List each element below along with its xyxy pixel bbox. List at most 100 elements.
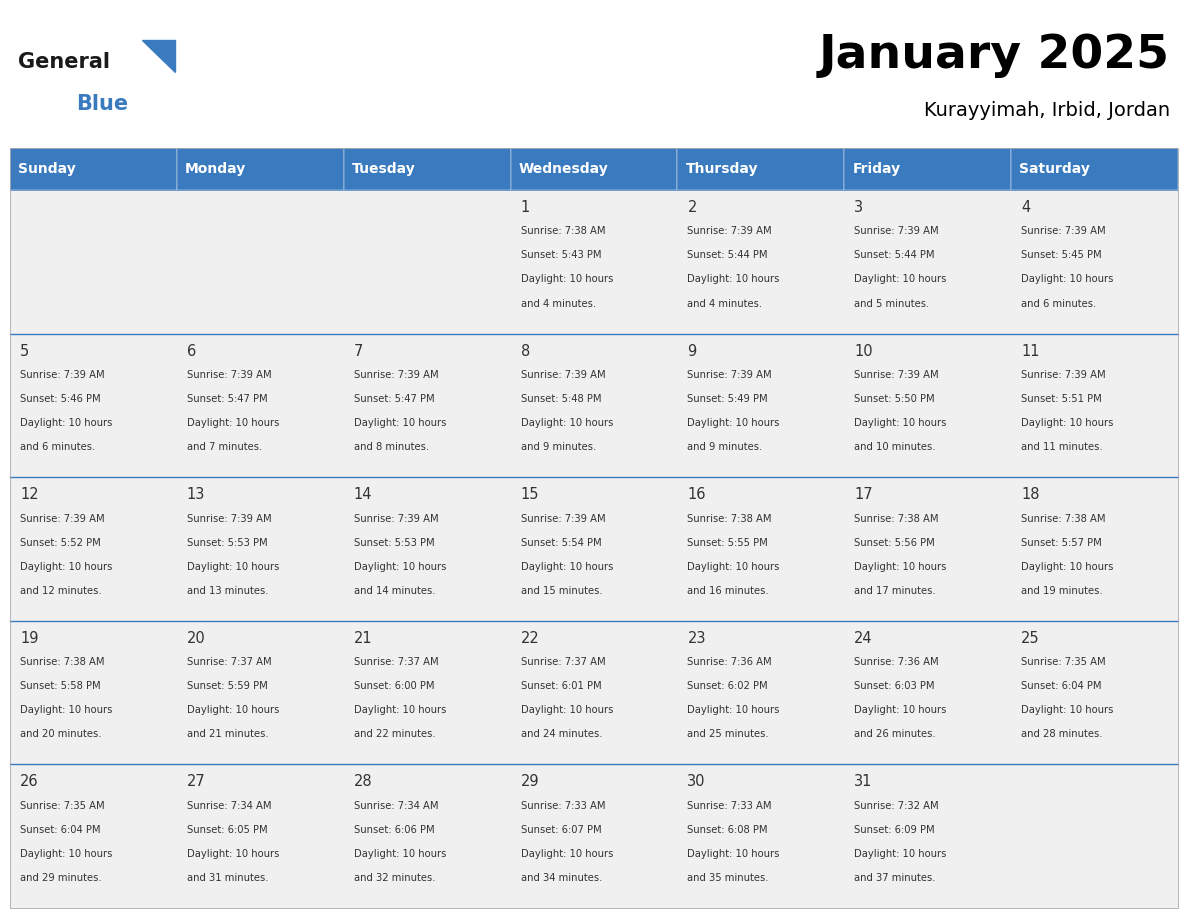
Text: Thursday: Thursday <box>685 162 758 176</box>
Bar <box>177 148 343 190</box>
Text: and 16 minutes.: and 16 minutes. <box>688 586 769 596</box>
Text: Sunset: 5:50 PM: Sunset: 5:50 PM <box>854 394 935 404</box>
Text: Daylight: 10 hours: Daylight: 10 hours <box>854 274 947 285</box>
Text: Friday: Friday <box>853 162 901 176</box>
Text: Sunset: 6:09 PM: Sunset: 6:09 PM <box>854 825 935 834</box>
Bar <box>845 148 1011 190</box>
Text: 4: 4 <box>1022 200 1030 215</box>
Text: and 4 minutes.: and 4 minutes. <box>520 298 595 308</box>
Text: Daylight: 10 hours: Daylight: 10 hours <box>520 274 613 285</box>
Text: Daylight: 10 hours: Daylight: 10 hours <box>1022 274 1113 285</box>
Text: Daylight: 10 hours: Daylight: 10 hours <box>688 849 779 859</box>
Text: Daylight: 10 hours: Daylight: 10 hours <box>20 562 113 572</box>
Bar <box>10 148 1178 908</box>
Text: and 6 minutes.: and 6 minutes. <box>1022 298 1097 308</box>
Text: January 2025: January 2025 <box>819 32 1170 77</box>
Text: and 8 minutes.: and 8 minutes. <box>354 442 429 452</box>
Text: 19: 19 <box>20 631 38 645</box>
Text: Daylight: 10 hours: Daylight: 10 hours <box>354 562 446 572</box>
Text: #1a1a1a: #1a1a1a <box>52 54 58 55</box>
Text: and 10 minutes.: and 10 minutes. <box>854 442 936 452</box>
Text: and 12 minutes.: and 12 minutes. <box>20 586 102 596</box>
Text: Sunset: 5:51 PM: Sunset: 5:51 PM <box>1022 394 1102 404</box>
Text: and 26 minutes.: and 26 minutes. <box>854 729 936 739</box>
Text: 3: 3 <box>854 200 864 215</box>
Text: Daylight: 10 hours: Daylight: 10 hours <box>688 562 779 572</box>
Text: Wednesday: Wednesday <box>519 162 608 176</box>
Text: Sunrise: 7:39 AM: Sunrise: 7:39 AM <box>187 514 272 523</box>
Text: 22: 22 <box>520 631 539 645</box>
Text: Daylight: 10 hours: Daylight: 10 hours <box>354 705 446 715</box>
Text: Daylight: 10 hours: Daylight: 10 hours <box>520 705 613 715</box>
Text: and 15 minutes.: and 15 minutes. <box>520 586 602 596</box>
Bar <box>511 148 677 190</box>
Text: 15: 15 <box>520 487 539 502</box>
Text: 26: 26 <box>20 775 39 789</box>
Text: and 13 minutes.: and 13 minutes. <box>187 586 268 596</box>
Text: Sunset: 6:04 PM: Sunset: 6:04 PM <box>20 825 101 834</box>
Text: Sunset: 5:49 PM: Sunset: 5:49 PM <box>688 394 769 404</box>
Text: 24: 24 <box>854 631 873 645</box>
Text: Tuesday: Tuesday <box>352 162 416 176</box>
Text: Daylight: 10 hours: Daylight: 10 hours <box>20 849 113 859</box>
Text: and 31 minutes.: and 31 minutes. <box>187 873 268 883</box>
Text: Sunrise: 7:38 AM: Sunrise: 7:38 AM <box>20 657 105 667</box>
Text: Sunrise: 7:39 AM: Sunrise: 7:39 AM <box>187 370 272 380</box>
Text: and 35 minutes.: and 35 minutes. <box>688 873 769 883</box>
Text: Sunset: 6:03 PM: Sunset: 6:03 PM <box>854 681 935 691</box>
Text: Sunset: 5:48 PM: Sunset: 5:48 PM <box>520 394 601 404</box>
Text: Daylight: 10 hours: Daylight: 10 hours <box>354 849 446 859</box>
Bar <box>10 477 1178 621</box>
Text: Sunset: 5:45 PM: Sunset: 5:45 PM <box>1022 251 1101 261</box>
Text: 18: 18 <box>1022 487 1040 502</box>
Text: and 14 minutes.: and 14 minutes. <box>354 586 435 596</box>
Text: and 22 minutes.: and 22 minutes. <box>354 729 435 739</box>
Text: Sunrise: 7:39 AM: Sunrise: 7:39 AM <box>520 514 605 523</box>
Text: 11: 11 <box>1022 343 1040 359</box>
Text: and 6 minutes.: and 6 minutes. <box>20 442 95 452</box>
Text: Daylight: 10 hours: Daylight: 10 hours <box>20 418 113 428</box>
Text: Sunset: 5:56 PM: Sunset: 5:56 PM <box>854 538 935 548</box>
Text: Sunrise: 7:34 AM: Sunrise: 7:34 AM <box>187 800 271 811</box>
Text: General: General <box>18 52 110 72</box>
Text: and 4 minutes.: and 4 minutes. <box>688 298 763 308</box>
Text: Sunset: 5:53 PM: Sunset: 5:53 PM <box>187 538 267 548</box>
Text: Sunrise: 7:38 AM: Sunrise: 7:38 AM <box>688 514 772 523</box>
Text: Sunrise: 7:36 AM: Sunrise: 7:36 AM <box>854 657 939 667</box>
Text: and 9 minutes.: and 9 minutes. <box>688 442 763 452</box>
Text: Daylight: 10 hours: Daylight: 10 hours <box>854 418 947 428</box>
Text: Sunset: 5:46 PM: Sunset: 5:46 PM <box>20 394 101 404</box>
Text: Monday: Monday <box>185 162 246 176</box>
Text: Sunrise: 7:39 AM: Sunrise: 7:39 AM <box>688 370 772 380</box>
Text: Sunset: 5:58 PM: Sunset: 5:58 PM <box>20 681 101 691</box>
Text: Daylight: 10 hours: Daylight: 10 hours <box>187 705 279 715</box>
Polygon shape <box>143 40 175 72</box>
Text: Sunrise: 7:37 AM: Sunrise: 7:37 AM <box>187 657 272 667</box>
Text: Sunrise: 7:35 AM: Sunrise: 7:35 AM <box>20 800 105 811</box>
Text: and 19 minutes.: and 19 minutes. <box>1022 586 1102 596</box>
Bar <box>343 148 511 190</box>
Text: Sunset: 5:44 PM: Sunset: 5:44 PM <box>854 251 935 261</box>
Text: and 32 minutes.: and 32 minutes. <box>354 873 435 883</box>
Text: and 11 minutes.: and 11 minutes. <box>1022 442 1102 452</box>
Text: and 9 minutes.: and 9 minutes. <box>520 442 596 452</box>
Text: Sunrise: 7:39 AM: Sunrise: 7:39 AM <box>1022 370 1106 380</box>
Text: 5: 5 <box>20 343 30 359</box>
Text: Sunrise: 7:39 AM: Sunrise: 7:39 AM <box>520 370 605 380</box>
Text: 20: 20 <box>187 631 206 645</box>
Text: Daylight: 10 hours: Daylight: 10 hours <box>187 849 279 859</box>
Text: Sunrise: 7:36 AM: Sunrise: 7:36 AM <box>688 657 772 667</box>
Text: Sunset: 5:55 PM: Sunset: 5:55 PM <box>688 538 769 548</box>
Text: Sunset: 6:06 PM: Sunset: 6:06 PM <box>354 825 435 834</box>
Text: Daylight: 10 hours: Daylight: 10 hours <box>187 418 279 428</box>
Bar <box>10 190 1178 333</box>
Text: and 37 minutes.: and 37 minutes. <box>854 873 936 883</box>
Text: Daylight: 10 hours: Daylight: 10 hours <box>520 418 613 428</box>
Text: 9: 9 <box>688 343 696 359</box>
Text: Daylight: 10 hours: Daylight: 10 hours <box>688 705 779 715</box>
Text: Kurayyimah, Irbid, Jordan: Kurayyimah, Irbid, Jordan <box>924 100 1170 119</box>
Text: Sunday: Sunday <box>18 162 76 176</box>
Text: Blue: Blue <box>76 94 128 114</box>
Text: 25: 25 <box>1022 631 1040 645</box>
Text: Daylight: 10 hours: Daylight: 10 hours <box>854 562 947 572</box>
